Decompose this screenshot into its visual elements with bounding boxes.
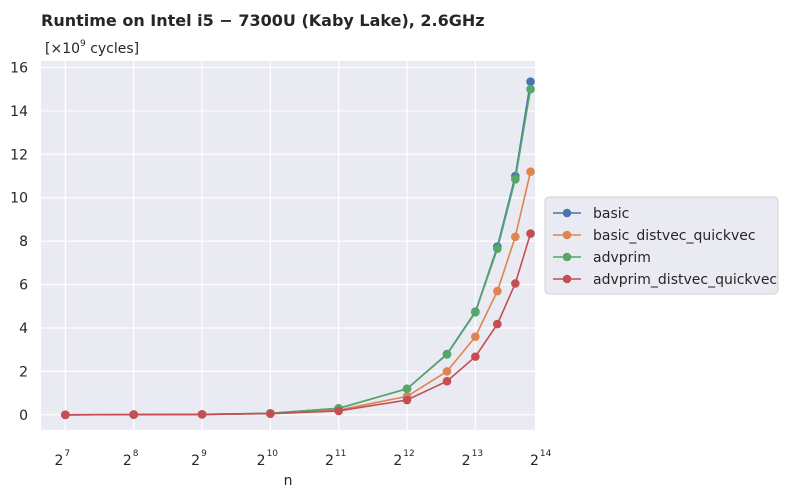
series-layer (61, 77, 535, 420)
data-point (442, 376, 452, 386)
y-tick-label: 4 (19, 321, 28, 337)
data-point (471, 308, 480, 317)
y-tick-label: 16 (10, 61, 28, 77)
x-tick-label: 27 (55, 449, 71, 469)
data-point (334, 406, 343, 416)
x-tick-label: 29 (191, 449, 207, 469)
data-point (402, 384, 412, 394)
data-point (402, 395, 412, 405)
data-point (511, 279, 520, 288)
data-point (526, 77, 535, 86)
gridlines (41, 61, 545, 430)
x-tick-label: 211 (325, 449, 346, 469)
legend-label: basic (593, 206, 629, 222)
data-point (526, 229, 535, 238)
data-point (493, 286, 502, 296)
x-tick-label: 210 (257, 449, 279, 469)
data-point (493, 319, 502, 329)
legend-frame (544, 196, 779, 295)
data-point (442, 350, 452, 359)
y-unit-suffix: cycles] (86, 41, 139, 57)
data-point (493, 244, 502, 254)
x-tick-label: 28 (123, 449, 139, 469)
data-point (197, 410, 207, 419)
data-point (526, 167, 535, 176)
y-unit-prefix: [×10 (45, 41, 80, 57)
x-tick-labels: 27 28 29 210 211 212 213 214 (55, 449, 552, 469)
y-tick-label: 2 (19, 364, 28, 380)
legend-label: advprim (593, 250, 651, 266)
data-point (511, 232, 520, 242)
x-tick-label: 214 (530, 449, 552, 469)
data-point (511, 174, 520, 184)
chart-title: Runtime on Intel i5 − 7300U (Kaby Lake),… (41, 11, 485, 30)
data-point (61, 410, 70, 420)
data-point (526, 84, 535, 94)
legend-marker (562, 252, 572, 262)
y-tick-label: 12 (10, 147, 28, 163)
legend-marker (562, 274, 572, 284)
plot-area (41, 61, 535, 430)
data-point (471, 332, 480, 341)
y-tick-label: 14 (10, 104, 28, 120)
legend-marker (562, 208, 572, 218)
y-tick-label: 10 (10, 191, 28, 207)
x-tick-label: 212 (393, 449, 414, 469)
legend-label: basic_distvec_quickvec (593, 228, 756, 244)
y-unit-exponent: 9 (80, 39, 86, 49)
data-point (266, 409, 275, 419)
data-point (442, 367, 452, 376)
y-unit-label: [×109 cycles] (45, 39, 139, 57)
data-point (471, 352, 480, 361)
x-axis-label: n (284, 473, 293, 489)
data-point (129, 410, 138, 419)
y-tick-label: 8 (19, 234, 28, 250)
legend-marker (562, 230, 572, 240)
y-tick-label: 0 (19, 408, 28, 424)
legend-label: advprim_distvec_quickvec (593, 272, 777, 288)
x-tick-label: 213 (462, 449, 483, 469)
y-tick-label: 6 (19, 278, 28, 294)
y-tick-labels: 0 2 4 6 8 10 12 14 16 (10, 61, 28, 424)
